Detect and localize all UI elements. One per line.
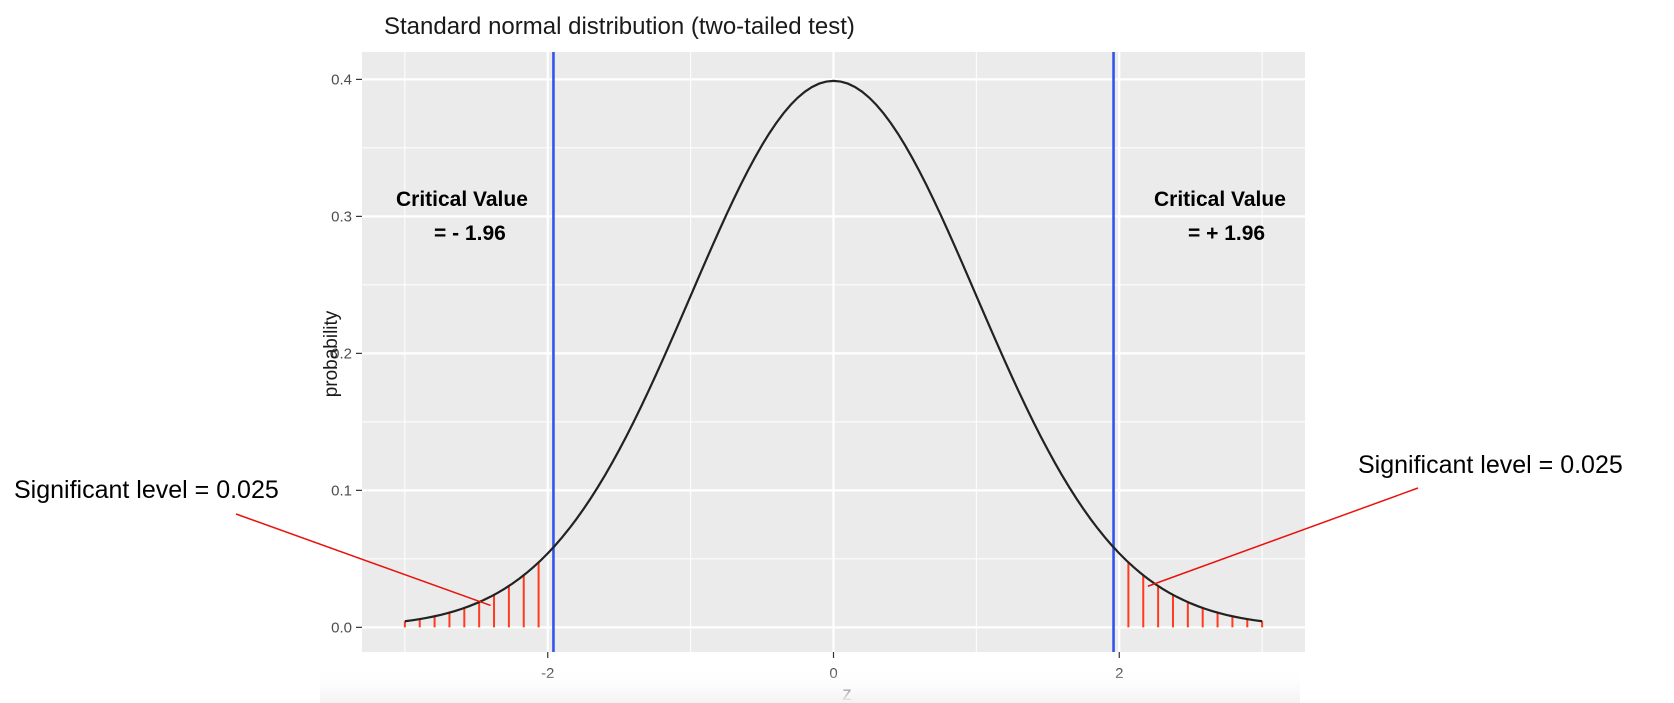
y-tick-label: 0.1: [331, 482, 352, 499]
critical-value-left-label: Critical Value = - 1.96: [396, 188, 528, 245]
critical-value-left-line2: = - 1.96: [434, 222, 506, 245]
bottom-fade: [320, 668, 1300, 703]
significance-left-label: Significant level = 0.025: [14, 476, 279, 504]
critical-value-right-line2: = + 1.96: [1188, 222, 1265, 245]
chart-title: Standard normal distribution (two-tailed…: [384, 13, 855, 40]
y-tick-label: 0.4: [331, 71, 352, 88]
density-curve: [404, 79, 1263, 623]
y-tick-label: 0.2: [331, 345, 352, 362]
critical-value-left-line1: Critical Value: [396, 188, 528, 211]
critical-value-lines: [552, 52, 1115, 652]
y-axis-ticks: 0.0 0.1 0.2 0.3 0.4: [331, 71, 362, 636]
critical-value-right-label: Critical Value = + 1.96: [1154, 188, 1286, 245]
significance-right-label: Significant level = 0.025: [1358, 451, 1623, 479]
significance-right-arrow: [1147, 487, 1419, 587]
significance-left-arrow: [235, 513, 491, 607]
y-tick-label: 0.3: [331, 208, 352, 225]
y-axis-title: probability: [321, 310, 342, 397]
critical-value-right-line1: Critical Value: [1154, 188, 1286, 211]
y-tick-label: 0.0: [331, 619, 352, 636]
